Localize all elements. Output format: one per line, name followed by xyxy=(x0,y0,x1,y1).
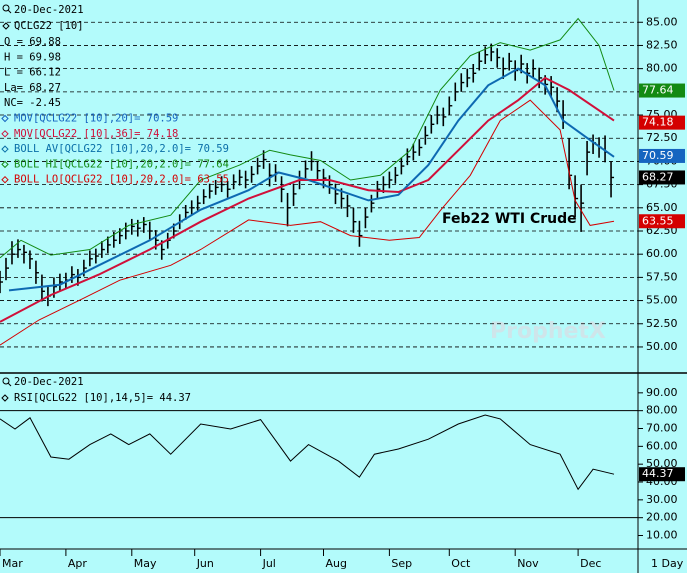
legend-marker xyxy=(1,160,9,169)
y-tick-label: 52.50 xyxy=(646,317,678,330)
x-tick-label: May xyxy=(134,557,157,570)
y-tick-label: 80.00 xyxy=(646,62,678,75)
legend-marker xyxy=(1,394,9,402)
search-icon xyxy=(2,377,12,387)
value-tag-label: 63.55 xyxy=(642,214,674,227)
x-tick-label: Jul xyxy=(262,557,276,570)
legend-label: MOV[QCLG22 [10],20]= 70.59 xyxy=(14,113,178,125)
series-line xyxy=(0,17,615,259)
value-tag xyxy=(639,83,685,98)
symbol-icon xyxy=(2,22,10,30)
annotation: Feb22 WTI Crude xyxy=(442,211,577,227)
symbol-label: QCLG22 [10] xyxy=(14,20,84,32)
value-tag-label: 74.18 xyxy=(642,116,674,129)
series-line xyxy=(0,414,615,491)
date-label: 20-Dec-2021 xyxy=(14,4,84,16)
y-tick-label: 50.00 xyxy=(646,457,678,470)
x-tick-label: Mar xyxy=(2,557,23,570)
x-tick-label: Sep xyxy=(391,557,412,570)
y-tick-label: 85.00 xyxy=(646,15,678,28)
legend-label: BOLL LO[QCLG22 [10],20,2.0]= 63.55 xyxy=(14,174,229,186)
y-tick-label: 10.00 xyxy=(646,529,678,542)
stat-label: NC= -2.45 xyxy=(4,97,61,109)
value-tag xyxy=(639,214,685,229)
x-tick-label: Apr xyxy=(68,557,88,570)
value-tag-label: 44.37 xyxy=(642,467,674,480)
stat-label: L = 66.12 xyxy=(4,67,61,79)
series-line xyxy=(0,99,615,346)
value-tag xyxy=(639,467,685,482)
value-tag-label: 70.59 xyxy=(642,149,674,162)
series-line xyxy=(8,68,615,291)
y-tick-label: 30.00 xyxy=(646,493,678,506)
y-tick-label: 60.00 xyxy=(646,439,678,452)
y-tick-label: 70.00 xyxy=(646,422,678,435)
value-tag-label: 77.64 xyxy=(642,84,674,97)
y-tick-label: 57.50 xyxy=(646,270,678,283)
stat-label: O = 69.88 xyxy=(4,36,61,48)
y-tick-label: 20.00 xyxy=(646,511,678,524)
x-tick-label: Jun xyxy=(196,557,214,570)
interval-label: 1 Day xyxy=(651,557,684,570)
y-tick-label: 82.50 xyxy=(646,38,678,51)
y-tick-label: 50.00 xyxy=(646,340,678,353)
legend-marker xyxy=(1,114,9,123)
y-tick-label: 90.00 xyxy=(646,386,678,399)
legend-label: MOV[QCLG22 [10],36]= 74.18 xyxy=(14,128,178,140)
legend-marker xyxy=(1,175,9,184)
legend-marker xyxy=(1,130,9,138)
value-tag-label: 68.27 xyxy=(642,170,674,183)
x-tick-label: Oct xyxy=(451,557,471,570)
legend-label: BOLL AV[QCLG22 [10],20,2.0]= 70.59 xyxy=(14,143,229,155)
x-tick-label: Dec xyxy=(580,557,601,570)
legend-label: RSI[QCLG22 [10],14,5]= 44.37 xyxy=(14,392,191,404)
y-tick-label: 65.00 xyxy=(646,201,678,214)
search-icon xyxy=(2,4,12,14)
y-tick-label: 72.50 xyxy=(646,131,678,144)
legend-marker xyxy=(1,145,9,153)
legend-label: BOLL HI[QCLG22 [10],20,2.0]= 77.64 xyxy=(14,158,229,170)
y-tick-label: 60.00 xyxy=(646,247,678,260)
x-tick-label: Aug xyxy=(325,557,346,570)
rsi-date-label: 20-Dec-2021 xyxy=(14,376,84,388)
stat-label: La= 68.27 xyxy=(4,82,61,94)
watermark: ProphetX xyxy=(490,319,606,344)
value-tag xyxy=(639,115,685,130)
series-line xyxy=(0,76,615,323)
y-tick-label: 55.00 xyxy=(646,294,678,307)
value-tag xyxy=(639,148,685,163)
y-tick-label: 80.00 xyxy=(646,404,678,417)
x-tick-label: Nov xyxy=(517,557,539,570)
stat-label: H = 69.98 xyxy=(4,51,61,63)
value-tag xyxy=(639,170,685,185)
